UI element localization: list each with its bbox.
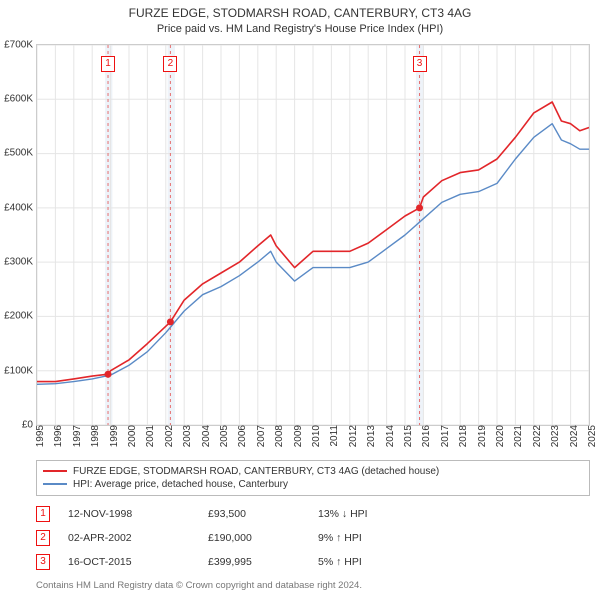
x-tick-label: 2014 [383, 425, 396, 447]
x-tick-label: 2016 [419, 425, 432, 447]
x-tick-label: 2001 [143, 425, 156, 447]
sale-marker-label: 2 [163, 56, 177, 72]
sale-diff: 9% ↑ HPI [318, 532, 362, 544]
x-tick-label: 2002 [162, 425, 175, 447]
legend-label: HPI: Average price, detached house, Cant… [73, 479, 288, 490]
y-tick-label: £300K [4, 257, 37, 268]
sale-price: £399,995 [208, 556, 318, 568]
legend-swatch [43, 483, 67, 485]
chart-svg [37, 45, 589, 425]
x-tick-label: 2025 [585, 425, 598, 447]
x-tick-label: 2004 [199, 425, 212, 447]
legend-item: HPI: Average price, detached house, Cant… [43, 478, 583, 491]
price-chart: £0£100K£200K£300K£400K£500K£600K£700K199… [36, 44, 590, 426]
footer-line: Contains HM Land Registry data © Crown c… [36, 580, 590, 590]
legend-label: FURZE EDGE, STODMARSH ROAD, CANTERBURY, … [73, 466, 439, 477]
y-tick-label: £200K [4, 311, 37, 322]
x-tick-label: 2011 [327, 425, 340, 447]
x-tick-label: 2018 [456, 425, 469, 447]
sale-date: 12-NOV-1998 [68, 508, 208, 520]
x-tick-label: 2008 [272, 425, 285, 447]
sale-marker-label: 3 [413, 56, 427, 72]
x-tick-label: 2020 [493, 425, 506, 447]
sale-marker-dot [416, 204, 423, 211]
page-subtitle: Price paid vs. HM Land Registry's House … [0, 22, 600, 36]
x-tick-label: 2010 [309, 425, 322, 447]
x-tick-label: 2021 [511, 425, 524, 447]
sale-diff: 5% ↑ HPI [318, 556, 362, 568]
x-tick-label: 2003 [180, 425, 193, 447]
y-tick-label: £100K [4, 365, 37, 376]
x-tick-label: 1995 [33, 425, 46, 447]
x-tick-label: 2012 [346, 425, 359, 447]
sale-marker-label: 1 [36, 506, 50, 522]
highlight-band [105, 45, 112, 425]
highlight-band [168, 45, 175, 425]
x-tick-label: 2017 [438, 425, 451, 447]
sale-row: 1 12-NOV-1998£93,50013% ↓ HPI [36, 502, 590, 526]
sale-price: £190,000 [208, 532, 318, 544]
x-tick-label: 1997 [70, 425, 83, 447]
x-tick-label: 2007 [254, 425, 267, 447]
x-tick-label: 1996 [51, 425, 64, 447]
x-tick-label: 2013 [364, 425, 377, 447]
legend-item: FURZE EDGE, STODMARSH ROAD, CANTERBURY, … [43, 465, 583, 478]
page-title: FURZE EDGE, STODMARSH ROAD, CANTERBURY, … [0, 6, 600, 22]
legend: FURZE EDGE, STODMARSH ROAD, CANTERBURY, … [36, 460, 590, 496]
sale-row: 2 02-APR-2002£190,0009% ↑ HPI [36, 526, 590, 550]
y-tick-label: £500K [4, 148, 37, 159]
sale-diff: 13% ↓ HPI [318, 508, 368, 520]
sale-price: £93,500 [208, 508, 318, 520]
y-tick-label: £600K [4, 94, 37, 105]
x-tick-label: 2015 [401, 425, 414, 447]
sale-marker-dot [105, 371, 112, 378]
x-tick-label: 1998 [88, 425, 101, 447]
x-tick-label: 2005 [217, 425, 230, 447]
legend-swatch [43, 470, 67, 472]
sale-date: 02-APR-2002 [68, 532, 208, 544]
footer-attribution: Contains HM Land Registry data © Crown c… [36, 580, 590, 590]
sale-date: 16-OCT-2015 [68, 556, 208, 568]
sale-marker-label: 1 [101, 56, 115, 72]
x-tick-label: 2019 [475, 425, 488, 447]
sale-marker-label: 2 [36, 530, 50, 546]
x-tick-label: 2023 [548, 425, 561, 447]
y-tick-label: £700K [4, 39, 37, 50]
x-tick-label: 2022 [530, 425, 543, 447]
x-tick-label: 2000 [125, 425, 138, 447]
x-tick-label: 1999 [107, 425, 120, 447]
sale-row: 3 16-OCT-2015£399,9955% ↑ HPI [36, 550, 590, 574]
x-tick-label: 2006 [235, 425, 248, 447]
x-tick-label: 2024 [567, 425, 580, 447]
sale-marker-label: 3 [36, 554, 50, 570]
sales-table: 1 12-NOV-1998£93,50013% ↓ HPI 2 02-APR-2002… [36, 502, 590, 574]
y-tick-label: £400K [4, 202, 37, 213]
sale-marker-dot [167, 318, 174, 325]
x-tick-label: 2009 [291, 425, 304, 447]
